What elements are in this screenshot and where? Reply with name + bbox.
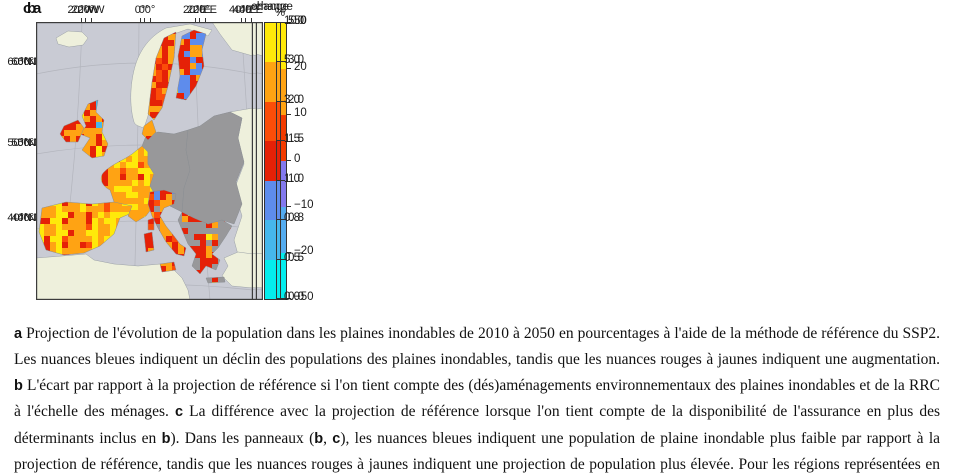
panel-letter-a: a: [33, 0, 42, 17]
y-tick-label: 50°N: [7, 137, 32, 149]
colorbar-tick-mark: [281, 101, 285, 102]
x-tick-mark: [199, 18, 200, 22]
y-tick-mark: [31, 63, 35, 64]
panel-c: c 20°W 0° 20°E 40°E 60°N 50°N 40°N 10.0 5…: [0, 0, 318, 312]
y-tick-mark: [31, 219, 35, 220]
colorbar-tick-label: 0: [294, 153, 301, 165]
colorbar-tick-mark: [277, 22, 281, 23]
figure-caption: a Projection de l'évolution de la popula…: [14, 325, 941, 474]
y-tick-label: 60°N: [7, 56, 32, 68]
colorbar-tick-label: −10: [294, 199, 314, 211]
colorbar-tick-mark: [281, 298, 285, 299]
y-tick-label: 40°N: [17, 212, 42, 224]
map-frame: [36, 22, 253, 300]
x-tick-mark: [241, 18, 242, 22]
x-tick-mark: [144, 18, 145, 22]
x-tick-label: 40°E: [239, 4, 263, 16]
x-tick-mark: [91, 18, 92, 22]
colorbar-tick-mark: [281, 180, 285, 181]
colorbar-tick-label: −50: [294, 291, 314, 303]
x-tick-mark: [150, 18, 151, 22]
panel-letter-b: b: [27, 0, 37, 17]
colorbar-tick-label: 1.5: [284, 133, 300, 145]
x-tick-mark: [81, 18, 82, 22]
x-tick-mark: [195, 18, 196, 22]
x-tick-label: 0°: [138, 4, 150, 16]
colorbar-tick-label: 3.0: [284, 94, 300, 106]
colorbar-tick-label: 1.0: [288, 173, 304, 185]
colorbar-tick-mark: [287, 22, 291, 23]
colorbar-tick-label: 0.0: [284, 291, 300, 303]
x-tick-mark: [251, 18, 252, 22]
x-tick-label: 20°W: [67, 4, 95, 16]
x-tick-label: 20°W: [71, 4, 99, 16]
colorbar-tick-label: −20: [294, 245, 314, 257]
colorbar-tick-label: 3.0: [288, 54, 304, 66]
y-tick-label: 40°N: [7, 212, 32, 224]
colorbar-tick-mark: [287, 206, 291, 207]
colorbar-tick-mark: [277, 219, 281, 220]
x-tick-label: 20°W: [77, 4, 105, 16]
choropleth-map-c: [36, 22, 253, 300]
x-tick-label: 20°E: [183, 4, 207, 16]
colorbar-tick-label: 0.0: [288, 291, 304, 303]
colorbar-tick-label: 20: [294, 61, 307, 73]
x-tick-mark: [140, 18, 141, 22]
colorbar-title-b: change: [255, 1, 293, 13]
colorbar-tick-mark: [277, 298, 281, 299]
plot-c: c 20°W 0° 20°E 40°E 60°N 50°N 40°N 10.0 5…: [7, 0, 308, 310]
colorbar-tick-mark: [281, 140, 285, 141]
colorbar-tick-mark: [287, 68, 291, 69]
x-tick-mark: [245, 18, 246, 22]
colorbar-tick-mark: [277, 259, 281, 260]
x-tick-label: 20°E: [193, 4, 217, 16]
y-tick-label: 50°N: [17, 137, 42, 149]
x-tick-label: 0°: [134, 4, 146, 16]
y-tick-mark: [31, 144, 35, 145]
colorbar-tick-mark: [287, 114, 291, 115]
x-tick-mark: [205, 18, 206, 22]
colorbar-tick-mark: [277, 140, 281, 141]
x-tick-label: 40°E: [229, 4, 253, 16]
colorbar-tick-mark: [281, 61, 285, 62]
colorbar-c: 10.0 5.0 3.0 1.5 1.0 0.8 0.5 0.0: [264, 15, 308, 303]
colorbar-tick-mark: [281, 259, 285, 260]
colorbar-tick-mark: [277, 180, 281, 181]
colorbar-tick-label: 1.5: [288, 133, 304, 145]
y-tick-label: 50°N: [11, 137, 36, 149]
colorbar-title-c: change: [251, 1, 289, 13]
colorbar-tick-label: 5.0: [284, 54, 300, 66]
y-tick-label: 40°N: [11, 212, 36, 224]
x-tick-label: 40°E: [233, 4, 257, 16]
colorbar-tick-mark: [287, 298, 291, 299]
colorbar-gradient: [264, 22, 277, 300]
colorbar-tick-mark: [287, 252, 291, 253]
x-tick-label: 0°: [144, 4, 156, 16]
x-tick-mark: [85, 18, 86, 22]
colorbar-tick-label: 10: [294, 107, 307, 119]
colorbar-tick-label: 0.5: [288, 252, 304, 264]
x-tick-label: 20°E: [187, 4, 211, 16]
colorbar-tick-mark: [277, 101, 281, 102]
colorbar-tick-label: 1.0: [284, 173, 300, 185]
colorbar-tick-label: 0.8: [284, 212, 300, 224]
colorbar-tick-label: 2.0: [288, 94, 304, 106]
colorbar-tick-mark: [287, 160, 291, 161]
y-tick-label: 60°N: [11, 56, 36, 68]
colorbar-tick-mark: [281, 219, 285, 220]
colorbar-tick-label: 0.5: [284, 252, 300, 264]
colorbar-tick-label: 10.0: [284, 15, 307, 27]
colorbar-title-a: %: [274, 7, 286, 19]
colorbar-tick-label: 5.0: [288, 15, 304, 27]
panel-letter-c: c: [23, 0, 32, 17]
y-tick-label: 60°N: [17, 56, 42, 68]
colorbar-tick-mark: [281, 22, 285, 23]
colorbar-tick-label: 0.8: [288, 212, 304, 224]
colorbar-tick-mark: [277, 61, 281, 62]
colorbar-tick-label: 50: [294, 15, 307, 27]
